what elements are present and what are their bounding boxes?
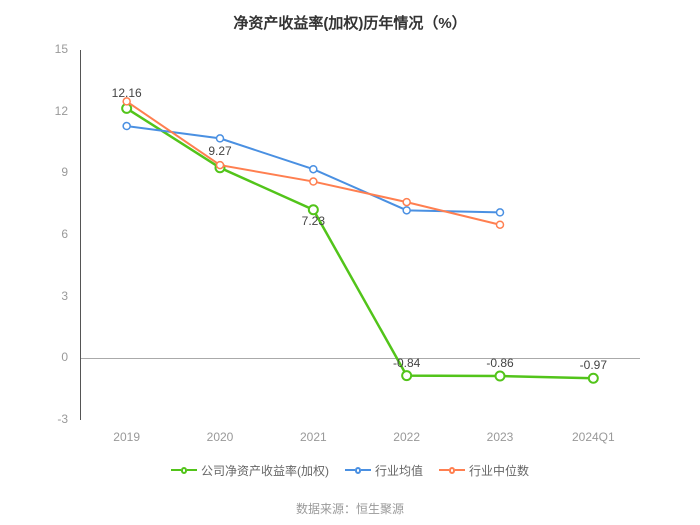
legend-marker-icon — [439, 467, 465, 474]
legend-item-industry_median[interactable]: 行业中位数 — [439, 462, 529, 479]
point-label: 9.27 — [208, 144, 231, 158]
point-label: -0.97 — [580, 358, 607, 372]
point-label: -0.86 — [486, 356, 513, 370]
legend-marker-icon — [171, 467, 197, 474]
chart-container: 净资产收益率(加权)历年情况（%） -303691215 20192020202… — [0, 0, 700, 525]
series-marker-industry_median — [497, 221, 504, 228]
series-marker-industry_median — [403, 199, 410, 206]
plot-svg — [0, 0, 700, 525]
legend-marker-icon — [345, 467, 371, 474]
series-marker-industry_avg — [123, 123, 130, 130]
series-marker-industry_median — [310, 178, 317, 185]
series-marker-company — [589, 374, 598, 383]
series-marker-company — [496, 372, 505, 381]
legend-label: 行业均值 — [375, 462, 423, 479]
legend-label: 公司净资产收益率(加权) — [201, 462, 329, 479]
point-label: 12.16 — [112, 86, 142, 100]
point-label: -0.84 — [393, 356, 420, 370]
series-marker-industry_avg — [403, 207, 410, 214]
series-marker-industry_median — [217, 162, 224, 169]
series-marker-industry_avg — [310, 166, 317, 173]
legend-label: 行业中位数 — [469, 462, 529, 479]
legend-item-company[interactable]: 公司净资产收益率(加权) — [171, 462, 329, 479]
chart-legend: 公司净资产收益率(加权) 行业均值 行业中位数 — [0, 460, 700, 479]
series-marker-industry_avg — [497, 209, 504, 216]
point-label: 7.23 — [302, 214, 325, 228]
series-marker-industry_avg — [217, 135, 224, 142]
legend-item-industry_avg[interactable]: 行业均值 — [345, 462, 423, 479]
series-marker-company — [402, 371, 411, 380]
data-source-label: 数据来源：恒生聚源 — [0, 500, 700, 517]
